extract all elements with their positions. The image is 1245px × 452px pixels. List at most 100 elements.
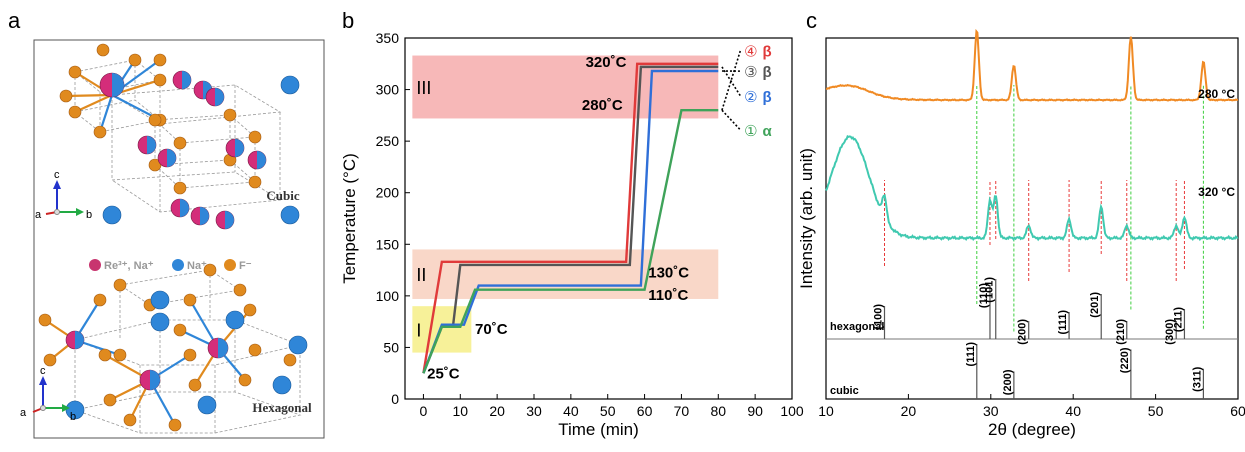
f-atom bbox=[243, 303, 257, 317]
f-atom bbox=[148, 113, 162, 127]
axes-triad-hexagonal: c b a bbox=[20, 365, 76, 423]
na-atom bbox=[225, 310, 245, 330]
phase-symbol: β bbox=[763, 44, 772, 61]
hexagonal-peak-label: (101) bbox=[984, 277, 996, 303]
na-atom bbox=[280, 75, 300, 95]
region-label: I bbox=[416, 320, 421, 340]
y-tick-label: 300 bbox=[376, 82, 400, 98]
series-line-2 bbox=[422, 69, 719, 374]
f-atom bbox=[248, 175, 262, 189]
phase-number: ④ bbox=[744, 44, 757, 61]
legend-re-na-swatch bbox=[89, 259, 101, 271]
panel-label-c: c bbox=[806, 8, 817, 33]
phase-arrow bbox=[721, 50, 742, 111]
re-na-atom-half bbox=[257, 151, 266, 169]
panel-label-a: a bbox=[8, 8, 21, 33]
x-tick-label: 30 bbox=[983, 403, 999, 419]
temperature-annotation: 110˚C bbox=[648, 287, 688, 304]
phase-symbol: β bbox=[763, 64, 772, 81]
phase-symbol: α bbox=[763, 123, 773, 140]
f-atom bbox=[173, 136, 187, 150]
phase-number: ③ bbox=[744, 64, 757, 81]
f-atom bbox=[173, 181, 187, 195]
f-atom bbox=[283, 353, 297, 367]
f-atom bbox=[183, 293, 197, 307]
f-atom bbox=[248, 130, 262, 144]
na-atom bbox=[102, 205, 122, 225]
re-na-atom-half bbox=[75, 331, 84, 349]
panel-label-b: b bbox=[342, 8, 354, 33]
x-tick-label: 70 bbox=[674, 403, 690, 419]
panel-a-frame bbox=[33, 39, 325, 439]
f-atom bbox=[248, 343, 262, 357]
bond bbox=[98, 94, 114, 133]
axis-a-cubic: a bbox=[35, 209, 42, 221]
x-tick-label: 60 bbox=[1230, 403, 1245, 419]
cubic-ref-label: cubic bbox=[830, 385, 859, 397]
temperature-annotation: 130˚C bbox=[648, 264, 689, 281]
re-na-atom-half bbox=[215, 88, 224, 106]
f-atom bbox=[123, 413, 137, 427]
hexagonal-peak-label: (111) bbox=[1057, 310, 1069, 335]
x-tick-label: 20 bbox=[489, 403, 505, 419]
axis-c-hex: c bbox=[40, 365, 46, 377]
f-atom bbox=[96, 43, 110, 57]
hexagonal-peak-label: (110) bbox=[978, 283, 990, 308]
f-atom bbox=[103, 393, 117, 407]
f-atom bbox=[203, 263, 217, 277]
f-atom bbox=[168, 418, 182, 432]
atoms bbox=[38, 43, 308, 432]
x-tick-label: 100 bbox=[780, 403, 804, 419]
f-atom bbox=[223, 108, 237, 122]
y-axis-label-c: Intensity (arb. unit) bbox=[797, 148, 816, 289]
re-na-atom-half bbox=[180, 199, 189, 217]
x-tick-label: 20 bbox=[901, 403, 917, 419]
na-atom bbox=[280, 205, 300, 225]
re-na-atom-half bbox=[225, 211, 234, 229]
plot-frame-c bbox=[825, 37, 1239, 400]
f-atom bbox=[113, 278, 127, 292]
hexagonal-peak-label: (210) bbox=[1115, 319, 1127, 345]
x-tick-label: 50 bbox=[1148, 403, 1164, 419]
na-atom bbox=[288, 335, 308, 355]
x-axis-label-c: 2θ (degree) bbox=[988, 420, 1076, 439]
re-na-atom-half bbox=[200, 207, 209, 225]
phase-number: ② bbox=[744, 89, 757, 106]
x-tick-label: 60 bbox=[637, 403, 653, 419]
y-tick-label: 200 bbox=[376, 185, 400, 201]
x-tick-label: 40 bbox=[1065, 403, 1081, 419]
bond bbox=[65, 93, 113, 98]
hexagonal-peak-label: (100) bbox=[873, 304, 885, 330]
axis-b-hex: b bbox=[70, 411, 76, 423]
region-label: III bbox=[416, 78, 431, 98]
region-label: II bbox=[416, 265, 426, 285]
re-na-atom-half bbox=[167, 149, 176, 167]
temperature-annotation: 320˚C bbox=[586, 54, 627, 71]
f-atom bbox=[153, 73, 167, 87]
x-axis-label-b: Time (min) bbox=[558, 420, 639, 439]
f-atom bbox=[233, 283, 247, 297]
na-atom bbox=[150, 290, 170, 310]
temperature-annotation: 25˚C bbox=[427, 365, 460, 382]
hexagonal-label: Hexagonal bbox=[252, 400, 312, 415]
x-tick-label: 80 bbox=[710, 403, 726, 419]
x-tick-label: 40 bbox=[563, 403, 579, 419]
cubic-label: Cubic bbox=[266, 188, 299, 203]
f-atom bbox=[43, 353, 57, 367]
axis-c-cubic: c bbox=[54, 169, 60, 181]
axes-triad-cubic: c b a bbox=[35, 169, 92, 221]
phase-symbol: β bbox=[763, 89, 772, 106]
legend-f-swatch bbox=[224, 259, 236, 271]
cubic-peak-label: (200) bbox=[1002, 369, 1014, 395]
cubic-peak-label: (111) bbox=[965, 342, 977, 367]
legend-re-na: Re³⁺, Na⁺ bbox=[104, 260, 154, 272]
y-tick-label: 150 bbox=[376, 236, 400, 252]
y-tick-label: 350 bbox=[376, 30, 400, 46]
legend-na-swatch bbox=[172, 259, 184, 271]
series-label-280: 280 °C bbox=[1198, 87, 1235, 101]
f-atom bbox=[68, 65, 82, 79]
y-axis-label-b: Temperature (°C) bbox=[340, 153, 359, 284]
series-line-3 bbox=[422, 109, 719, 374]
f-atom bbox=[59, 89, 73, 103]
